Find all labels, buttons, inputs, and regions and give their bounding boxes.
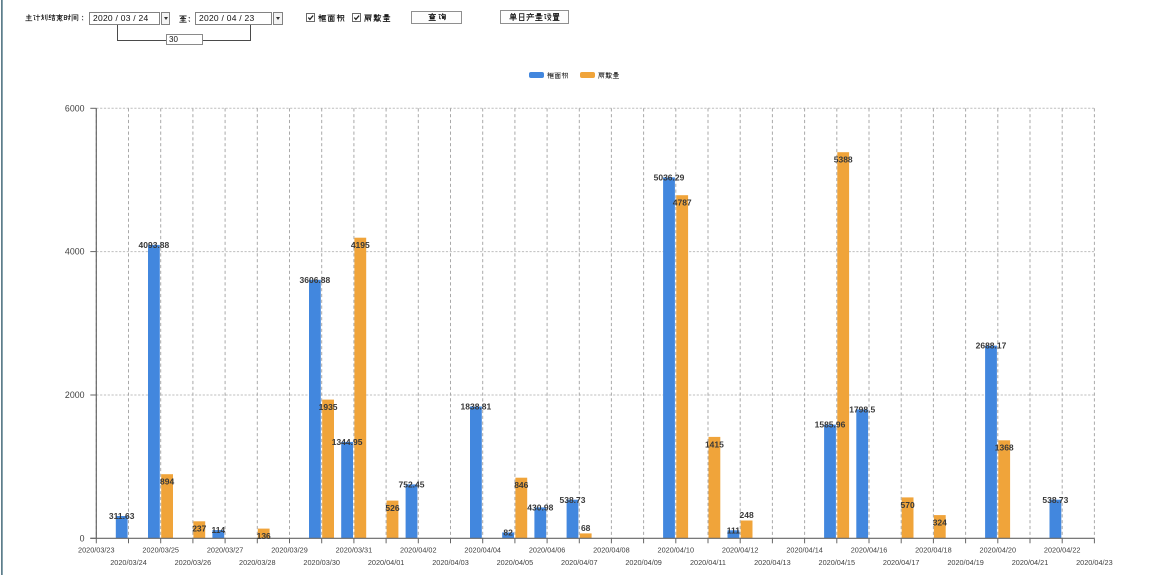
- svg-text:2000: 2000: [65, 390, 85, 400]
- svg-text:4787: 4787: [673, 198, 692, 208]
- svg-text:846: 846: [514, 480, 528, 490]
- svg-text:1344.95: 1344.95: [332, 437, 363, 447]
- svg-text:752.45: 752.45: [399, 480, 425, 490]
- svg-text:2020/04/10: 2020/04/10: [658, 545, 695, 554]
- svg-text:894: 894: [160, 477, 174, 487]
- svg-text:2020/04/23: 2020/04/23: [1076, 558, 1113, 567]
- svg-text:4093.88: 4093.88: [139, 240, 170, 250]
- svg-text:237: 237: [192, 524, 206, 534]
- svg-text:2020/04/20: 2020/04/20: [980, 545, 1017, 554]
- svg-text:2020/04/05: 2020/04/05: [497, 558, 534, 567]
- svg-text:111: 111: [727, 525, 741, 535]
- svg-text:538.73: 538.73: [1042, 495, 1068, 505]
- svg-text:1798.5: 1798.5: [849, 405, 875, 415]
- svg-text:1368: 1368: [995, 443, 1014, 453]
- svg-text:1415: 1415: [705, 439, 724, 449]
- svg-text:311.63: 311.63: [109, 511, 135, 521]
- svg-text:570: 570: [901, 500, 915, 510]
- svg-text:538.73: 538.73: [560, 495, 586, 505]
- svg-text:2020/03/27: 2020/03/27: [207, 545, 244, 554]
- svg-text:2020/04/16: 2020/04/16: [851, 545, 888, 554]
- svg-text:114: 114: [211, 525, 225, 535]
- svg-text:2020/03/24: 2020/03/24: [110, 558, 147, 567]
- svg-text:2020/04/04: 2020/04/04: [464, 545, 501, 554]
- svg-text:2020/04/08: 2020/04/08: [593, 545, 630, 554]
- svg-text:5036.29: 5036.29: [654, 173, 685, 183]
- svg-text:2020/04/17: 2020/04/17: [883, 558, 920, 567]
- svg-text:1935: 1935: [319, 402, 338, 412]
- svg-text:2020/03/25: 2020/03/25: [142, 545, 179, 554]
- svg-text:4000: 4000: [65, 247, 85, 257]
- svg-text:2020/04/06: 2020/04/06: [529, 545, 566, 554]
- svg-text:2020/04/07: 2020/04/07: [561, 558, 598, 567]
- svg-text:2020/04/03: 2020/04/03: [432, 558, 469, 567]
- svg-text:2020/04/15: 2020/04/15: [819, 558, 856, 567]
- svg-text:6000: 6000: [65, 103, 85, 113]
- svg-text:2020/04/19: 2020/04/19: [947, 558, 984, 567]
- svg-text:68: 68: [581, 523, 591, 533]
- svg-text:0: 0: [80, 533, 85, 543]
- svg-text:2020/04/09: 2020/04/09: [625, 558, 662, 567]
- svg-text:2688.17: 2688.17: [976, 341, 1007, 351]
- svg-text:2020/03/23: 2020/03/23: [78, 545, 115, 554]
- svg-text:248: 248: [740, 510, 754, 520]
- svg-text:2020/03/30: 2020/03/30: [303, 558, 340, 567]
- svg-text:5388: 5388: [834, 155, 853, 165]
- svg-text:2020/04/14: 2020/04/14: [786, 545, 823, 554]
- svg-text:2020/04/13: 2020/04/13: [754, 558, 791, 567]
- svg-text:526: 526: [385, 503, 399, 513]
- svg-text:2020/04/02: 2020/04/02: [400, 545, 437, 554]
- svg-text:2020/03/29: 2020/03/29: [271, 545, 308, 554]
- svg-text:2020/04/12: 2020/04/12: [722, 545, 759, 554]
- svg-text:2020/04/01: 2020/04/01: [368, 558, 405, 567]
- svg-text:2020/04/18: 2020/04/18: [915, 545, 952, 554]
- svg-text:2020/03/26: 2020/03/26: [175, 558, 212, 567]
- svg-text:430.98: 430.98: [527, 503, 553, 513]
- svg-text:2020/04/22: 2020/04/22: [1044, 545, 1081, 554]
- svg-text:2020/03/31: 2020/03/31: [336, 545, 373, 554]
- svg-text:2020/03/28: 2020/03/28: [239, 558, 276, 567]
- svg-text:2020/04/11: 2020/04/11: [690, 558, 726, 567]
- svg-text:4195: 4195: [351, 240, 370, 250]
- svg-text:1838.81: 1838.81: [461, 402, 492, 412]
- svg-text:3606.88: 3606.88: [300, 275, 331, 285]
- svg-text:136: 136: [257, 531, 271, 541]
- svg-text:1585.96: 1585.96: [815, 420, 846, 430]
- svg-text:2020/04/21: 2020/04/21: [1012, 558, 1049, 567]
- svg-text:82: 82: [503, 528, 513, 538]
- svg-text:324: 324: [933, 518, 947, 528]
